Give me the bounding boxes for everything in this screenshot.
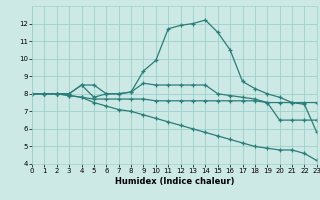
X-axis label: Humidex (Indice chaleur): Humidex (Indice chaleur)	[115, 177, 234, 186]
